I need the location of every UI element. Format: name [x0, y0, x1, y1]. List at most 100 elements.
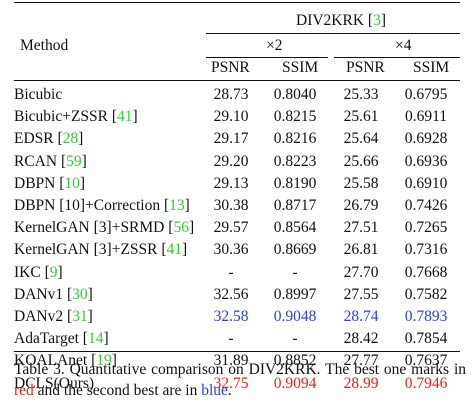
method-name: DANv2 [14, 307, 64, 325]
value-cell: 29.10 [213, 108, 249, 126]
value-cell: 0.8215 [273, 108, 317, 126]
value-cell: 0.9094 [273, 374, 317, 392]
value-cell: 0.7893 [404, 307, 448, 325]
method-cell: Bicubic+ZSSR [41] [14, 108, 138, 126]
value-cell: 0.6936 [404, 152, 448, 170]
value-cell: 0.8997 [273, 285, 317, 303]
method-name: EDSR [14, 130, 54, 148]
method-cell: KernelGAN [3]+SRMD [56] [14, 219, 195, 237]
value-cell: 25.58 [343, 174, 379, 192]
value-cell: 32.75 [213, 374, 249, 392]
value-cell: 29.17 [213, 130, 249, 148]
table-top-rule [14, 2, 460, 4]
value-cell: 29.13 [213, 174, 249, 192]
value-cell: - [228, 330, 234, 348]
method-cell: DCLS(Ours) [14, 372, 202, 394]
scale-x4-header: ×4 [395, 37, 412, 54]
value-cell: 0.8717 [273, 197, 317, 215]
method-cell: DANv2 [31] [14, 307, 93, 325]
value-cell: 0.7316 [404, 241, 448, 259]
table-row: Bicubic+ZSSR [41] 29.10 0.8215 25.61 0.6911 [14, 106, 460, 128]
caption-label: Table 3. [14, 361, 65, 378]
method-name: DBPN [10]+Correction [14, 197, 161, 215]
citation-ref: 9 [49, 263, 58, 281]
caption-text: Quantitative comparison on DIV2KRK. The … [69, 361, 466, 378]
caption-middle: and the second best are in [37, 382, 198, 399]
citation-ref: 59 [66, 152, 82, 170]
value-cell: 27.51 [343, 219, 379, 237]
value-cell: 0.7426 [404, 197, 448, 215]
value-cell: 0.8564 [273, 219, 317, 237]
value-cell: 0.8852 [273, 352, 317, 370]
scale-x4-cmidrule [334, 57, 460, 58]
value-cell: 0.7582 [404, 285, 448, 303]
value-cell: 29.20 [213, 152, 249, 170]
value-cell: 25.64 [343, 130, 379, 148]
value-cell: - [292, 263, 298, 281]
value-cell: 32.58 [213, 307, 249, 325]
value-cell: 0.8040 [273, 86, 317, 104]
method-cell: RCAN [59] [14, 152, 87, 170]
table-row: KernelGAN [3]+SRMD [56] 29.57 0.8564 27.51 0… [14, 217, 460, 239]
method-cell: KernelGAN [3]+ZSSR [41] [14, 241, 188, 259]
value-cell: 25.61 [343, 108, 379, 126]
caption-blue-word: blue [201, 382, 228, 399]
method-cell: KOALAnet [19] [14, 352, 117, 370]
caption-end: . [227, 382, 232, 399]
table-row: Bicubic 28.73 0.8040 25.33 0.6795 [14, 84, 460, 106]
value-cell: 0.6911 [404, 108, 448, 126]
method-name: KernelGAN [3]+SRMD [14, 219, 165, 237]
value-cell: - [228, 263, 234, 281]
method-name: DBPN [14, 174, 56, 192]
value-cell: 25.33 [343, 86, 379, 104]
method-cell: DANv1 [30] [14, 285, 93, 303]
value-cell: 27.70 [343, 263, 379, 281]
table-row: IKC [9] - - 27.70 0.7668 [14, 262, 460, 284]
value-cell: 0.7946 [404, 374, 448, 392]
citation-ref: 31 [72, 307, 88, 325]
value-cell: 0.8223 [273, 152, 317, 170]
table-row: DANv2 [31] 32.58 0.9048 28.74 0.7893 [14, 306, 460, 328]
table-row: DANv1 [30] 32.56 0.8997 27.55 0.7582 [14, 284, 460, 306]
value-cell: 31.89 [213, 352, 249, 370]
value-cell: 25.66 [343, 152, 379, 170]
value-cell: 0.6928 [404, 130, 448, 148]
method-name: KernelGAN [3]+ZSSR [14, 241, 158, 259]
metric-header: SSIM [282, 59, 319, 76]
method-name: DANv1 [14, 285, 64, 303]
method-cell: IKC [9] [14, 263, 63, 281]
method-cell: EDSR [28] [14, 130, 84, 148]
dataset-citation: 3 [373, 12, 381, 29]
metric-header: PSNR [211, 59, 250, 76]
table-row: DBPN [10]+Correction [13] 30.38 0.8717 26.7… [14, 195, 460, 217]
value-cell: 32.56 [213, 285, 249, 303]
scale-x2-cmidrule [206, 57, 328, 58]
value-cell: 0.8216 [273, 130, 317, 148]
method-name: IKC [14, 263, 41, 281]
citation-ref: 56 [173, 219, 189, 237]
table-row: DCLS(Ours) 32.75 0.9094 28.99 0.7946 [14, 372, 460, 394]
citation-ref: 30 [72, 285, 88, 303]
table-row: KernelGAN [3]+ZSSR [41] 30.36 0.8669 26.81 0… [14, 239, 460, 261]
value-cell: 30.38 [213, 197, 249, 215]
value-cell: 28.99 [343, 374, 379, 392]
value-cell: 0.6910 [404, 174, 448, 192]
dataset-name: DIV2KRK [296, 12, 365, 29]
dataset-header: DIV2KRK [3] [296, 12, 386, 29]
table-row: AdaTarget [14] - - 28.42 0.7854 [14, 328, 460, 350]
dataset-cmidrule [206, 33, 460, 34]
citation-ref: 41 [117, 108, 133, 126]
method-cell: Bicubic [14, 84, 202, 106]
value-cell: - [292, 330, 298, 348]
results-table: Bicubic 28.73 0.8040 25.33 0.6795 Bicubic+ZSS… [14, 84, 460, 395]
method-cell: DBPN [10] [14, 174, 86, 192]
value-cell: 0.6795 [404, 86, 448, 104]
table-bottom-rule [14, 351, 460, 353]
value-cell: 0.7854 [404, 330, 448, 348]
method-name: DCLS(Ours) [14, 374, 95, 392]
value-cell: 28.42 [343, 330, 379, 348]
value-cell: 0.8669 [273, 241, 317, 259]
metric-header: PSNR [346, 59, 385, 76]
table-row: EDSR [28] 29.17 0.8216 25.64 0.6928 [14, 128, 460, 150]
table-row: RCAN [59] 29.20 0.8223 25.66 0.6936 [14, 151, 460, 173]
